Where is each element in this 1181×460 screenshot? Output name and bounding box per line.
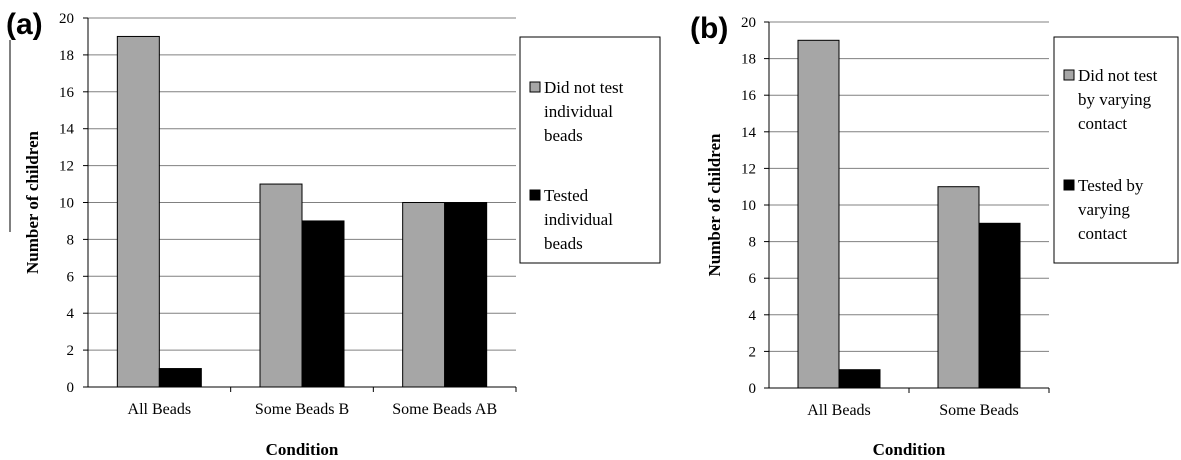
panel-b-category-label: All Beads bbox=[807, 402, 871, 419]
panel-b-bar-did-not-test bbox=[797, 39, 840, 389]
panel-b-legend-label: Tested by varying contact bbox=[1078, 176, 1144, 243]
panel-a-category-label: All Beads bbox=[128, 401, 192, 418]
panel-a-y-tick-label: 2 bbox=[67, 343, 75, 359]
panel-a-category-label: Some Beads B bbox=[255, 401, 349, 418]
panel-b-y-tick-label: 0 bbox=[749, 381, 757, 397]
panel-a-x-axis-title: Condition bbox=[266, 440, 339, 459]
panel-b-bar-tested bbox=[978, 222, 1021, 389]
panel-a-y-tick-label: 8 bbox=[67, 232, 75, 248]
panel-a-y-tick-label: 0 bbox=[67, 380, 75, 396]
panel-a-y-tick-label: 14 bbox=[59, 122, 75, 138]
panel-b-x-axis-title: Condition bbox=[873, 440, 946, 459]
panel-a-bar-did-not-test bbox=[116, 35, 160, 388]
panel-a-y-tick-label: 12 bbox=[59, 159, 74, 175]
panel-b-y-axis-title: Number of children bbox=[705, 133, 724, 276]
panel-b-y-tick-label: 10 bbox=[741, 198, 756, 214]
panel-a-y-tick-label: 10 bbox=[59, 196, 74, 212]
panel-a-y-tick-label: 20 bbox=[59, 11, 74, 27]
panel-a-bar-did-not-test bbox=[259, 183, 303, 388]
panel-a-category-label: Some Beads AB bbox=[392, 401, 497, 418]
panel-a-y-tick-label: 16 bbox=[59, 85, 75, 101]
panel-a-legend: Did not test individual beads Tested individ… bbox=[519, 36, 661, 264]
panel-b-y-tick-label: 12 bbox=[741, 161, 756, 177]
panel-a-bar-tested bbox=[444, 202, 488, 388]
panel-a-chart: (a) 0 2 4 6 8 10 12 14 16 18 20 All Beads Some Beads … bbox=[6, 8, 661, 459]
panel-a-y-tick-label: 18 bbox=[59, 48, 74, 64]
panel-b-y-tick-label: 2 bbox=[749, 344, 757, 360]
panel-b-legend-box bbox=[1053, 36, 1179, 264]
panel-a-bar-tested bbox=[301, 220, 345, 388]
panel-b-y-tick-label: 16 bbox=[741, 88, 757, 104]
panel-a-legend-swatch bbox=[529, 189, 541, 201]
panel-a-label: (a) bbox=[6, 8, 43, 41]
panel-b-bar-did-not-test bbox=[937, 186, 980, 389]
panel-a-bar-tested bbox=[158, 368, 202, 388]
panel-a-legend-swatch bbox=[529, 81, 541, 93]
panel-a-y-axis-title: Number of children bbox=[23, 130, 42, 273]
panel-b-y-tick-label: 6 bbox=[749, 271, 757, 287]
panel-a-legend-label: Tested individual beads bbox=[544, 186, 613, 253]
panel-b-legend-label: Did not test by varying contact bbox=[1078, 66, 1158, 133]
panel-b-bar-tested bbox=[838, 369, 881, 389]
panel-a-y-tick-label: 4 bbox=[67, 306, 75, 322]
panel-b-y-tick-label: 8 bbox=[749, 235, 757, 251]
panel-b-label: (b) bbox=[690, 12, 728, 45]
panel-b-legend-swatch bbox=[1063, 69, 1075, 81]
panel-b-y-tick-label: 14 bbox=[741, 125, 757, 141]
panel-b-y-tick-label: 4 bbox=[749, 308, 757, 324]
panel-b-y-tick-label: 18 bbox=[741, 52, 756, 68]
panel-a-bar-did-not-test bbox=[402, 202, 446, 388]
panel-a-y-tick-label: 6 bbox=[67, 269, 75, 285]
panel-b-legend-swatch bbox=[1063, 179, 1075, 191]
panel-a-legend-label: Did not test individual beads bbox=[544, 78, 624, 145]
panel-b-category-label: Some Beads bbox=[939, 402, 1019, 419]
panel-a-legend-box bbox=[519, 36, 661, 264]
panel-b-legend: Did not test by varying contact Tested by va… bbox=[1053, 36, 1179, 264]
panel-b-chart: (b) 0 2 4 6 8 10 12 14 16 18 20 All Beads Some Beads C… bbox=[690, 12, 1179, 459]
panel-b-y-tick-label: 20 bbox=[741, 15, 756, 31]
